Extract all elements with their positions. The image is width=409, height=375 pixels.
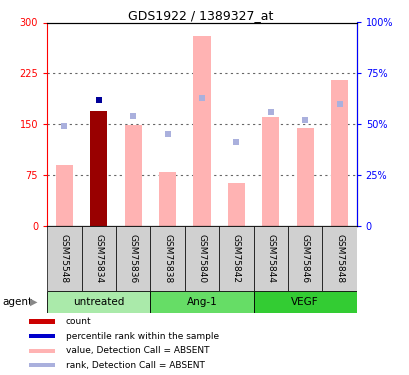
Bar	[90, 111, 107, 226]
Bar	[29, 334, 54, 338]
Text: GSM75840: GSM75840	[197, 234, 206, 283]
Bar	[29, 320, 54, 324]
Text: GSM75842: GSM75842	[231, 234, 240, 283]
Point	[335, 101, 342, 107]
Bar	[56, 165, 73, 226]
Point	[95, 97, 102, 103]
Bar	[218, 226, 253, 291]
Text: GSM75548: GSM75548	[60, 234, 69, 283]
Point	[198, 95, 204, 101]
Bar	[227, 183, 244, 226]
Point	[95, 97, 102, 103]
Bar	[90, 111, 107, 226]
Text: GSM75844: GSM75844	[265, 234, 274, 283]
Point	[301, 117, 308, 123]
Text: ▶: ▶	[30, 297, 37, 307]
Bar	[287, 226, 321, 291]
Bar	[29, 363, 54, 367]
Point	[232, 140, 239, 146]
Text: GSM75848: GSM75848	[334, 234, 343, 283]
Bar	[321, 226, 356, 291]
Text: GDS1922 / 1389327_at: GDS1922 / 1389327_at	[128, 9, 273, 22]
Text: percentile rank within the sample: percentile rank within the sample	[65, 332, 218, 340]
Text: VEGF: VEGF	[290, 297, 318, 307]
Bar	[296, 128, 313, 226]
Point	[61, 123, 67, 129]
Text: value, Detection Call = ABSENT: value, Detection Call = ABSENT	[65, 346, 209, 355]
Bar	[253, 291, 356, 313]
Bar	[184, 226, 218, 291]
Bar	[81, 226, 116, 291]
Point	[130, 113, 136, 119]
Bar	[150, 291, 253, 313]
Text: agent: agent	[2, 297, 32, 307]
Point	[164, 131, 171, 137]
Text: GSM75838: GSM75838	[163, 234, 172, 283]
Text: GSM75846: GSM75846	[300, 234, 309, 283]
Bar	[150, 226, 184, 291]
Text: rank, Detection Call = ABSENT: rank, Detection Call = ABSENT	[65, 361, 204, 370]
Bar	[253, 226, 287, 291]
Bar	[330, 80, 347, 226]
Text: untreated: untreated	[73, 297, 124, 307]
Text: GSM75836: GSM75836	[128, 234, 137, 283]
Bar	[124, 126, 142, 226]
Bar	[29, 348, 54, 352]
Bar	[47, 291, 150, 313]
Text: count: count	[65, 317, 91, 326]
Bar	[193, 36, 210, 226]
Bar	[159, 171, 176, 226]
Point	[267, 109, 273, 115]
Bar	[116, 226, 150, 291]
Bar	[261, 117, 279, 226]
Text: GSM75834: GSM75834	[94, 234, 103, 283]
Text: Ang-1: Ang-1	[186, 297, 217, 307]
Bar	[47, 226, 81, 291]
